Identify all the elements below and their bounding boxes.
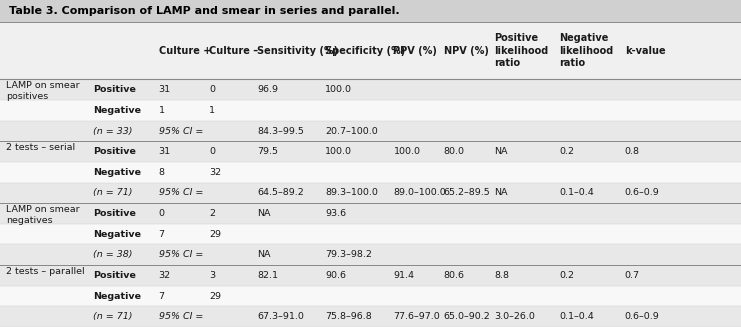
Text: 0.6–0.9: 0.6–0.9 xyxy=(625,188,659,198)
Text: 2: 2 xyxy=(209,209,215,218)
Text: 89.3–100.0: 89.3–100.0 xyxy=(325,188,378,198)
Text: 90.6: 90.6 xyxy=(325,271,346,280)
Text: Negative: Negative xyxy=(93,106,142,115)
Text: 29: 29 xyxy=(209,230,221,239)
Text: 7: 7 xyxy=(159,230,165,239)
Bar xyxy=(0,79,741,100)
Text: 100.0: 100.0 xyxy=(393,147,420,156)
Text: 29: 29 xyxy=(209,292,221,301)
Text: LAMP on smear
negatives: LAMP on smear negatives xyxy=(6,205,79,225)
Text: 77.6–97.0: 77.6–97.0 xyxy=(393,312,440,321)
Bar xyxy=(0,286,741,306)
Text: Negative: Negative xyxy=(93,168,142,177)
Text: 0: 0 xyxy=(209,147,215,156)
Text: Sensitivity (%): Sensitivity (%) xyxy=(257,46,338,56)
Text: 31: 31 xyxy=(159,147,170,156)
Text: 31: 31 xyxy=(159,85,170,94)
Text: 0.8: 0.8 xyxy=(625,147,639,156)
Text: 95% CI =: 95% CI = xyxy=(159,127,203,135)
Bar xyxy=(0,203,741,224)
Text: (n = 71): (n = 71) xyxy=(93,188,133,198)
Text: (n = 38): (n = 38) xyxy=(93,250,133,259)
Bar xyxy=(0,306,741,327)
Text: 64.5–89.2: 64.5–89.2 xyxy=(257,188,304,198)
Text: 2 tests – parallel: 2 tests – parallel xyxy=(6,267,84,276)
Text: 0.6–0.9: 0.6–0.9 xyxy=(625,312,659,321)
Bar xyxy=(0,162,741,182)
Text: Positive: Positive xyxy=(93,147,136,156)
Text: 80.0: 80.0 xyxy=(444,147,465,156)
Text: NPV (%): NPV (%) xyxy=(444,46,489,56)
Text: 79.3–98.2: 79.3–98.2 xyxy=(325,250,372,259)
Text: 0.7: 0.7 xyxy=(625,271,639,280)
Text: k-value: k-value xyxy=(625,46,665,56)
Text: 0.2: 0.2 xyxy=(559,147,574,156)
Text: 84.3–99.5: 84.3–99.5 xyxy=(257,127,304,135)
Text: Positive: Positive xyxy=(93,85,136,94)
Text: 0.2: 0.2 xyxy=(559,271,574,280)
Text: 82.1: 82.1 xyxy=(257,271,278,280)
Text: 8.8: 8.8 xyxy=(494,271,509,280)
Text: 75.8–96.8: 75.8–96.8 xyxy=(325,312,372,321)
Text: Negative
likelihood
ratio: Negative likelihood ratio xyxy=(559,33,614,68)
Bar xyxy=(0,22,741,79)
Text: 65.0–90.2: 65.0–90.2 xyxy=(444,312,491,321)
Text: 3: 3 xyxy=(209,271,215,280)
Text: Specificity (%): Specificity (%) xyxy=(325,46,405,56)
Bar xyxy=(0,245,741,265)
Text: Culture +: Culture + xyxy=(159,46,211,56)
Text: Negative: Negative xyxy=(93,230,142,239)
Bar xyxy=(0,141,741,162)
Text: 100.0: 100.0 xyxy=(325,147,352,156)
Text: 32: 32 xyxy=(209,168,221,177)
Text: 96.9: 96.9 xyxy=(257,85,278,94)
Text: (n = 33): (n = 33) xyxy=(93,127,133,135)
Text: 8: 8 xyxy=(159,168,165,177)
Text: 80.6: 80.6 xyxy=(444,271,465,280)
Text: 95% CI =: 95% CI = xyxy=(159,312,203,321)
Text: 89.0–100.0: 89.0–100.0 xyxy=(393,188,446,198)
Text: Negative: Negative xyxy=(93,292,142,301)
Bar xyxy=(0,121,741,141)
Text: Positive: Positive xyxy=(93,209,136,218)
Text: 0.1–0.4: 0.1–0.4 xyxy=(559,312,594,321)
Text: 91.4: 91.4 xyxy=(393,271,414,280)
Bar xyxy=(0,224,741,245)
Bar xyxy=(0,265,741,286)
Text: Positive: Positive xyxy=(93,271,136,280)
Text: 95% CI =: 95% CI = xyxy=(159,250,203,259)
Text: Positive
likelihood
ratio: Positive likelihood ratio xyxy=(494,33,548,68)
Text: 95% CI =: 95% CI = xyxy=(159,188,203,198)
Text: Table 3. Comparison of LAMP and smear in series and parallel.: Table 3. Comparison of LAMP and smear in… xyxy=(9,6,399,16)
Text: 1: 1 xyxy=(209,106,215,115)
Text: 100.0: 100.0 xyxy=(325,85,352,94)
Text: NA: NA xyxy=(494,188,508,198)
Text: (n = 71): (n = 71) xyxy=(93,312,133,321)
Bar xyxy=(0,182,741,203)
Text: NA: NA xyxy=(494,147,508,156)
Text: NA: NA xyxy=(257,250,270,259)
Text: 3.0–26.0: 3.0–26.0 xyxy=(494,312,535,321)
Text: 0: 0 xyxy=(159,209,165,218)
Text: 67.3–91.0: 67.3–91.0 xyxy=(257,312,304,321)
Text: 79.5: 79.5 xyxy=(257,147,278,156)
Text: 93.6: 93.6 xyxy=(325,209,347,218)
Text: 32: 32 xyxy=(159,271,170,280)
Text: 1: 1 xyxy=(159,106,165,115)
Bar xyxy=(0,100,741,121)
Text: PPV (%): PPV (%) xyxy=(393,46,437,56)
Bar xyxy=(0,0,741,22)
Text: LAMP on smear
positives: LAMP on smear positives xyxy=(6,81,79,101)
Text: 0.1–0.4: 0.1–0.4 xyxy=(559,188,594,198)
Text: 0: 0 xyxy=(209,85,215,94)
Text: 65.2–89.5: 65.2–89.5 xyxy=(444,188,491,198)
Text: NA: NA xyxy=(257,209,270,218)
Text: 20.7–100.0: 20.7–100.0 xyxy=(325,127,378,135)
Text: Culture –: Culture – xyxy=(209,46,258,56)
Text: 2 tests – serial: 2 tests – serial xyxy=(6,143,75,152)
Text: 7: 7 xyxy=(159,292,165,301)
